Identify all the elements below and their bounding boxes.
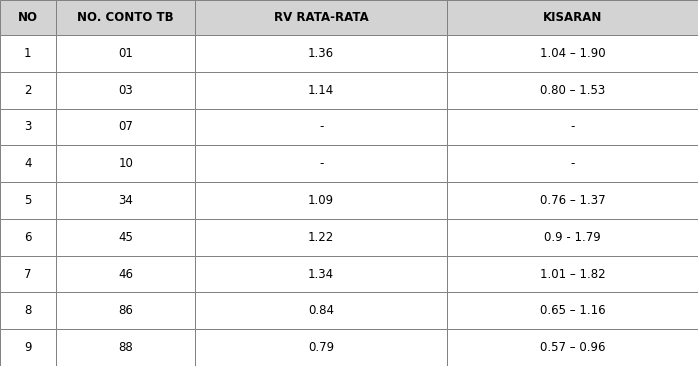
Bar [447,109,698,145]
Text: 07: 07 [118,120,133,134]
Text: 01: 01 [118,47,133,60]
Bar [195,72,447,109]
Bar [56,145,195,182]
Text: 1.09: 1.09 [308,194,334,207]
Bar [195,145,447,182]
Bar [56,35,195,72]
Bar [447,256,698,292]
Text: 4: 4 [24,157,31,170]
Text: 46: 46 [118,268,133,281]
Text: 0.57 – 0.96: 0.57 – 0.96 [540,341,605,354]
Text: -: - [319,157,323,170]
Text: 86: 86 [118,305,133,317]
Bar [447,292,698,329]
Bar [447,182,698,219]
Bar [447,329,698,366]
Text: 1.34: 1.34 [308,268,334,281]
Text: 0.79: 0.79 [308,341,334,354]
Text: 1.01 – 1.82: 1.01 – 1.82 [540,268,605,281]
Text: 7: 7 [24,268,31,281]
Text: 3: 3 [24,120,31,134]
Text: -: - [570,120,574,134]
Text: 1.14: 1.14 [308,84,334,97]
Text: 5: 5 [24,194,31,207]
Text: 10: 10 [118,157,133,170]
Bar [447,72,698,109]
Bar [0,219,56,256]
Bar [0,0,56,35]
Bar [195,0,447,35]
Bar [447,35,698,72]
Bar [195,292,447,329]
Bar [447,219,698,256]
Text: 0.9 - 1.79: 0.9 - 1.79 [544,231,601,244]
Text: NO. CONTO TB: NO. CONTO TB [77,11,174,24]
Bar [0,292,56,329]
Text: 0.76 – 1.37: 0.76 – 1.37 [540,194,605,207]
Text: 03: 03 [118,84,133,97]
Text: 2: 2 [24,84,31,97]
Text: -: - [570,157,574,170]
Bar [195,256,447,292]
Text: NO: NO [18,11,38,24]
Bar [0,109,56,145]
Text: 6: 6 [24,231,31,244]
Bar [0,256,56,292]
Text: -: - [319,120,323,134]
Bar [195,182,447,219]
Bar [56,329,195,366]
Bar [56,219,195,256]
Text: 88: 88 [118,341,133,354]
Bar [56,292,195,329]
Text: 8: 8 [24,305,31,317]
Bar [0,145,56,182]
Bar [195,219,447,256]
Text: 0.80 – 1.53: 0.80 – 1.53 [540,84,605,97]
Text: 0.65 – 1.16: 0.65 – 1.16 [540,305,605,317]
Bar [195,109,447,145]
Bar [56,182,195,219]
Bar [0,329,56,366]
Bar [447,145,698,182]
Bar [56,0,195,35]
Text: 34: 34 [118,194,133,207]
Bar [56,109,195,145]
Bar [447,0,698,35]
Bar [0,35,56,72]
Bar [0,182,56,219]
Bar [56,72,195,109]
Text: 1.22: 1.22 [308,231,334,244]
Bar [195,329,447,366]
Text: KISARAN: KISARAN [542,11,602,24]
Text: 9: 9 [24,341,31,354]
Text: 1.36: 1.36 [308,47,334,60]
Text: 1: 1 [24,47,31,60]
Bar [195,35,447,72]
Text: 45: 45 [118,231,133,244]
Text: 1.04 – 1.90: 1.04 – 1.90 [540,47,605,60]
Bar [56,256,195,292]
Bar [0,72,56,109]
Text: RV RATA-RATA: RV RATA-RATA [274,11,369,24]
Text: 0.84: 0.84 [308,305,334,317]
